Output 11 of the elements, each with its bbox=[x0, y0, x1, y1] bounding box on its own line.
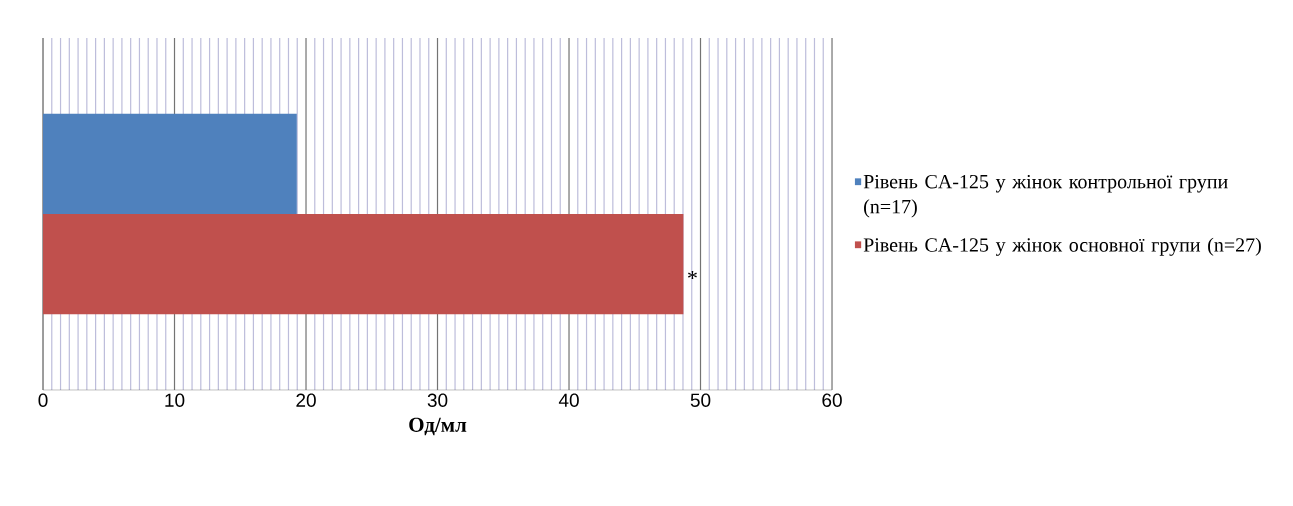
x-tick-label: 40 bbox=[558, 393, 579, 407]
x-tick-label: 30 bbox=[427, 393, 448, 407]
legend-label: Рівень CA-125 у жінок контрольної групи (n=17) bbox=[863, 174, 1228, 218]
x-tick-label: 10 bbox=[165, 393, 185, 407]
annotation: * bbox=[688, 271, 697, 280]
x-axis-title: Од/мл bbox=[409, 417, 467, 436]
x-tick-label: 50 bbox=[690, 393, 711, 407]
legend-label: Рівень CA-125 у жінок основної групи (n=27) bbox=[863, 237, 1261, 256]
x-tick-label: 0 bbox=[38, 393, 48, 407]
x-tick-label: 20 bbox=[296, 393, 316, 407]
x-tick-label: 60 bbox=[822, 393, 842, 407]
